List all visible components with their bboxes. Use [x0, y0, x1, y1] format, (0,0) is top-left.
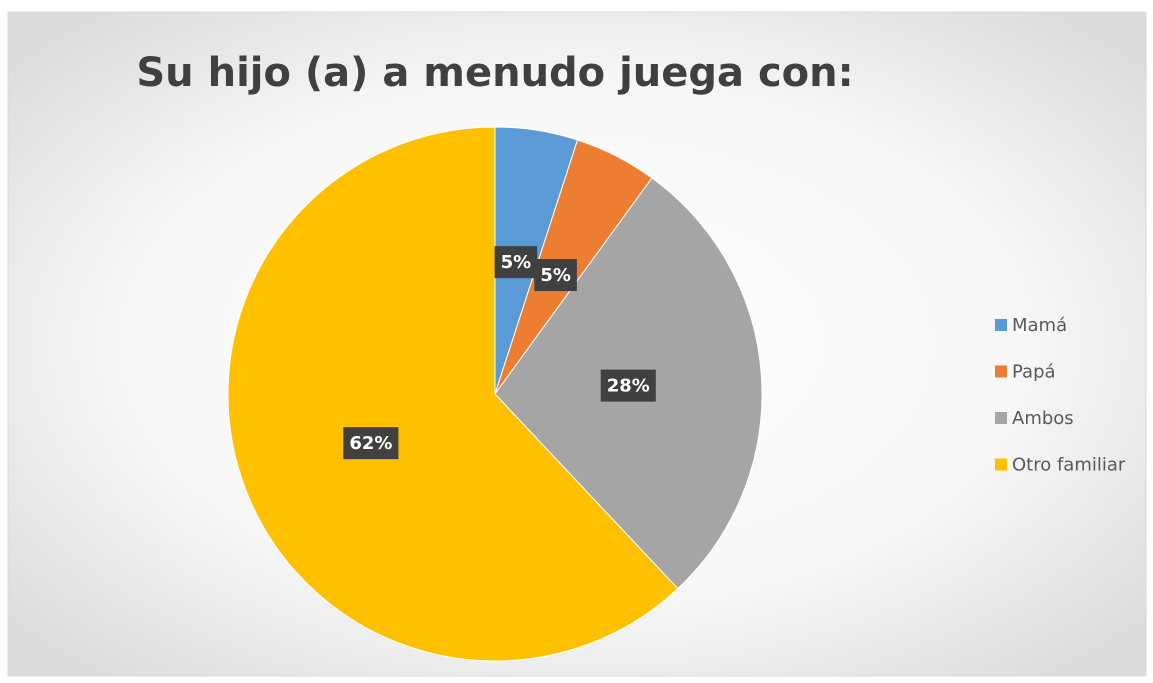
- data-label-box: [494, 246, 538, 279]
- data-label: 5%: [540, 265, 571, 286]
- legend-swatch: [995, 412, 1007, 424]
- data-label: 28%: [607, 376, 650, 397]
- legend-label: Papá: [1012, 362, 1056, 383]
- data-label: 5%: [501, 252, 532, 273]
- data-label-box: [343, 427, 399, 460]
- legend-label: Mamá: [1012, 315, 1067, 336]
- legend-swatch: [995, 365, 1007, 378]
- data-label-box: [534, 259, 577, 292]
- legend-label: Otro familiar: [1012, 455, 1126, 476]
- legend-swatch: [995, 458, 1007, 471]
- legend-swatch: [995, 319, 1007, 331]
- pie-slice: [227, 126, 679, 662]
- legend-label: Ambos: [1012, 408, 1074, 429]
- chart-title: Su hijo (a) a menudo juega con:: [136, 50, 853, 96]
- data-label-box: [600, 369, 656, 402]
- data-label: 62%: [349, 433, 392, 454]
